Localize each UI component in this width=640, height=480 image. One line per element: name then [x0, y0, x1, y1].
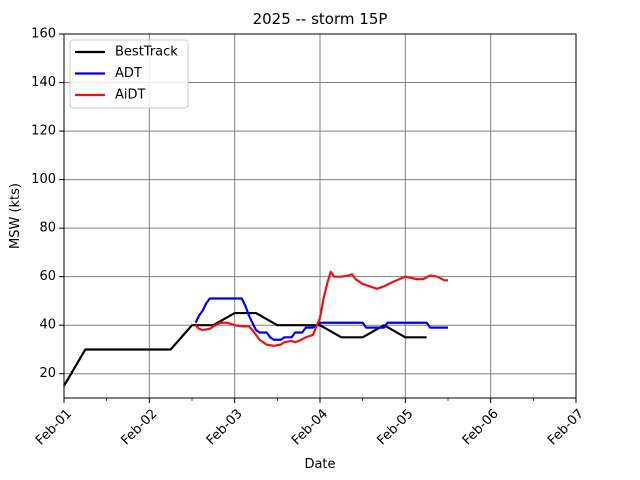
y-tick-label: 60 — [39, 269, 56, 284]
x-tick-label: Feb-03 — [204, 406, 246, 448]
legend: BestTrack ADT AiDT — [69, 39, 189, 109]
x-tick-label: Feb-07 — [545, 406, 587, 448]
x-tick-label: Feb-05 — [374, 406, 416, 448]
legend-label: ADT — [115, 66, 142, 81]
x-tick-label: Feb-02 — [118, 406, 160, 448]
x-tick-label: Feb-04 — [289, 406, 331, 448]
grid — [63, 33, 577, 398]
y-tick-label: 40 — [39, 318, 56, 333]
y-tick-label: 80 — [39, 221, 56, 236]
y-tick-label: 120 — [31, 124, 56, 139]
x-tick-label: Feb-01 — [33, 406, 75, 448]
y-tick-label: 20 — [39, 366, 56, 381]
chart-title: 2025 -- storm 15P — [253, 10, 388, 28]
series-line-adt — [194, 297, 448, 341]
series-layer — [63, 270, 448, 387]
y-axis: 20 40 60 80 100 120 140 160 — [31, 27, 64, 381]
legend-label: AiDT — [115, 88, 146, 103]
y-axis-label: MSW (kts) — [8, 183, 23, 249]
series-line-aidt — [194, 270, 448, 347]
y-tick-label: 100 — [31, 172, 56, 187]
legend-label: BestTrack — [115, 45, 178, 60]
x-axis-label: Date — [304, 457, 335, 472]
y-tick-label: 160 — [31, 27, 56, 42]
x-axis: Feb-01 Feb-02 Feb-03 Feb-04 Feb-05 Feb-06 Feb-… — [33, 398, 587, 448]
series-line-besttrack — [63, 311, 427, 387]
legend-box — [69, 39, 189, 109]
x-tick-label: Feb-06 — [460, 406, 502, 448]
y-tick-label: 140 — [31, 75, 56, 90]
